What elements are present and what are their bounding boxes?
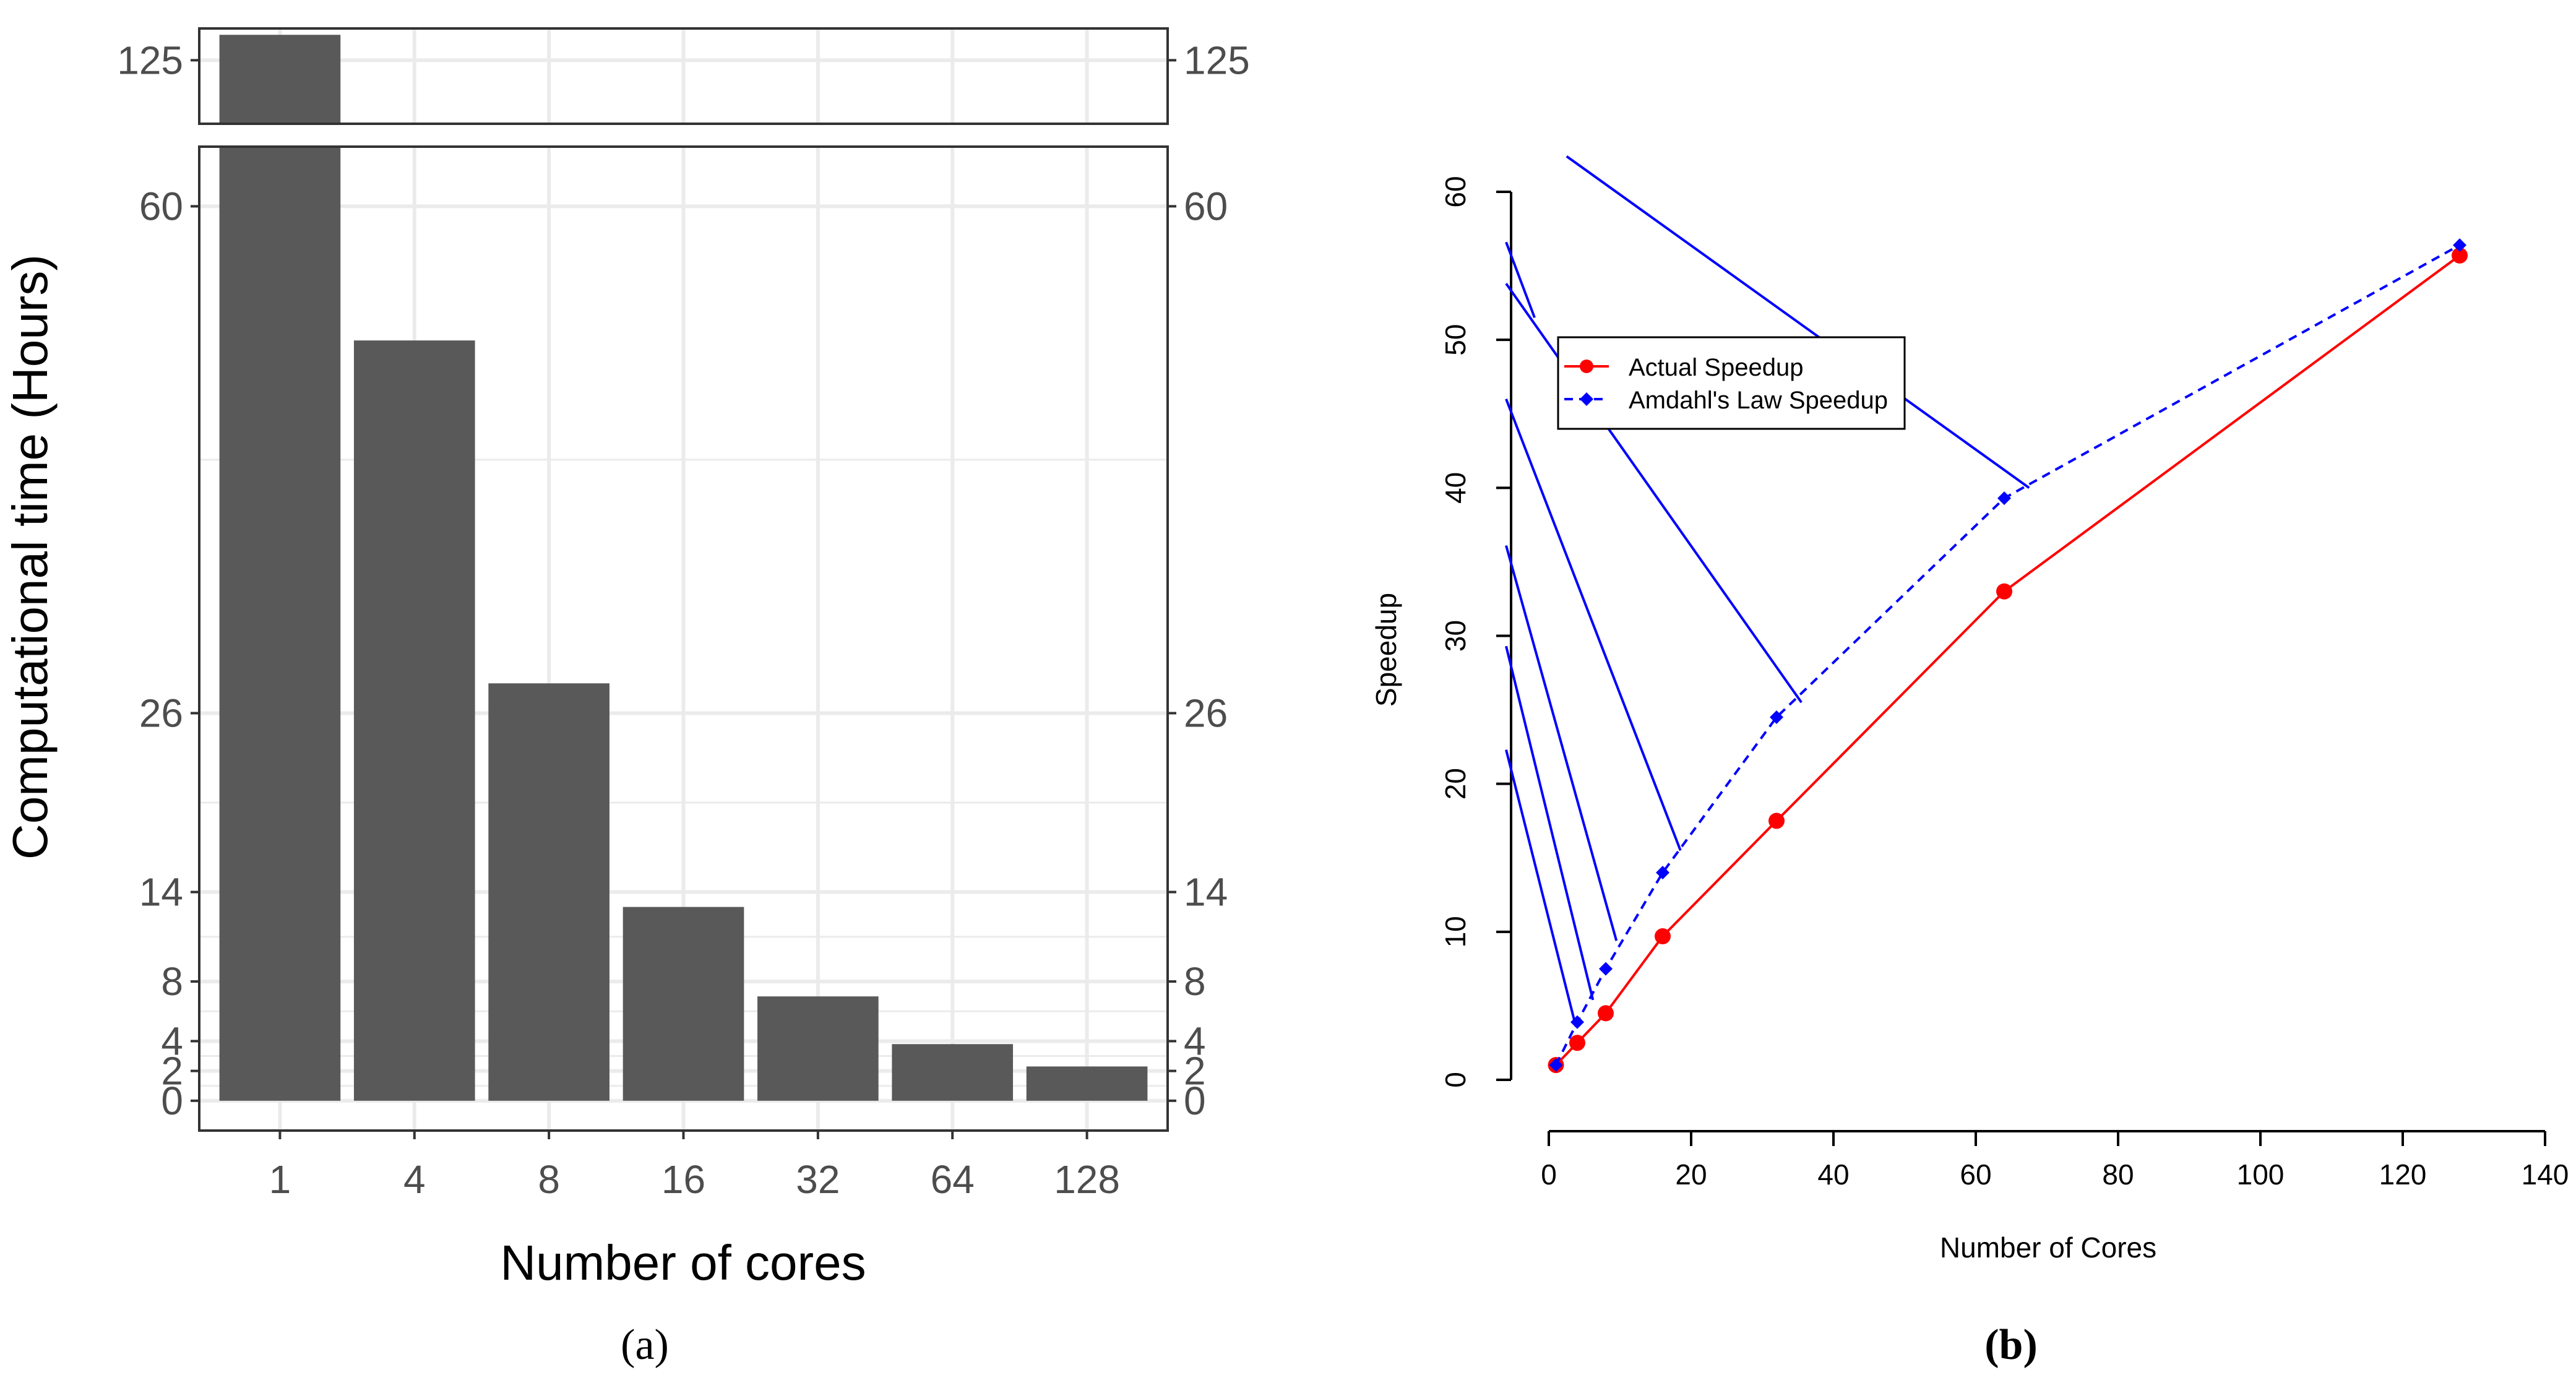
legend-actual-label: Actual Speedup <box>1629 354 1803 381</box>
actual-speedup-point <box>1598 1005 1614 1022</box>
panel-a-bar <box>757 996 879 1101</box>
panel-b-y-axis-label: Speedup <box>1370 593 1402 707</box>
panel-a-x-tick-label: 8 <box>538 1157 560 1202</box>
panel-a-y-tick-label: 8 <box>161 959 183 1004</box>
panel-b-annotation-line <box>1505 749 1577 1027</box>
panel-a-x-axis-label: Number of cores <box>500 1235 866 1290</box>
panel-b-y-tick-label: 20 <box>1439 768 1471 800</box>
actual-speedup-point <box>1768 812 1785 829</box>
actual-speedup-point <box>1569 1035 1585 1051</box>
panel-a-x-tick-label: 128 <box>1054 1157 1120 1202</box>
actual-speedup-point <box>1655 928 1671 945</box>
panel-b-annotation-line <box>1505 399 1682 851</box>
panel-b-y-tick-label: 50 <box>1439 324 1471 356</box>
panel-b-y-tick-label: 0 <box>1439 1072 1471 1088</box>
panel-a-y-tick-label: 125 <box>117 38 183 82</box>
panel-a-bar <box>219 147 341 1101</box>
amdahl-speedup-point <box>1599 962 1613 976</box>
amdahl-speedup-point <box>2453 238 2466 252</box>
legend-amdahl-marker <box>1580 392 1593 406</box>
panel-a-y-tick-label: 0 <box>161 1079 183 1123</box>
panel-a-y-tick-label-right: 26 <box>1184 691 1228 735</box>
panel-b-series <box>1548 238 2468 1074</box>
panel-b-annotation-lines <box>1505 155 2030 1027</box>
amdahl-speedup-point <box>1997 491 2011 506</box>
panel-a-y-tick-label: 2 <box>161 1049 183 1093</box>
panel-b-annotation-line <box>1505 241 1536 318</box>
panel-b-x-tick-label: 80 <box>2102 1158 2134 1191</box>
panel-a-bar <box>488 683 610 1101</box>
panel-b-annotation-line <box>1505 545 1618 941</box>
panel-b-x-tick-label: 20 <box>1675 1158 1707 1191</box>
panel-b-caption-label: (b) <box>1984 1321 2038 1369</box>
panel-a-x-tick-label: 16 <box>661 1157 705 1202</box>
panel-a-y-tick-label: 14 <box>139 870 183 915</box>
panel-a-caption-label: (a) <box>621 1321 669 1369</box>
panel-a-bar <box>622 907 744 1101</box>
panel-a-bar <box>353 340 475 1101</box>
amdahl-speedup-point <box>1549 1058 1563 1072</box>
legend-amdahl-label: Amdahl's Law Speedup <box>1629 387 1888 414</box>
panel-a-y-axis-label: Computational time (Hours) <box>2 254 58 860</box>
panel-a-x-tick-label: 64 <box>931 1157 975 1202</box>
panel-b-x-tick-label: 40 <box>1817 1158 1849 1191</box>
panel-a-x-tick-label: 32 <box>796 1157 840 1202</box>
actual-speedup-point <box>2452 247 2468 264</box>
amdahl-speedup-point <box>1770 710 1783 725</box>
panel-a-y-tick-label: 4 <box>161 1019 183 1063</box>
panel-b-x-tick-label: 0 <box>1541 1158 1557 1191</box>
panel-b-y-tick-label: 10 <box>1439 916 1471 947</box>
panel-b-annotation-line <box>1505 645 1595 1001</box>
panel-a-bars <box>219 35 1148 1101</box>
panel-a-x-tick-label: 4 <box>403 1157 426 1202</box>
panel-a-y-tick-label-right: 60 <box>1184 184 1228 228</box>
panel-a-bar <box>892 1044 1014 1101</box>
panel-b-y-tick-label: 30 <box>1439 620 1471 652</box>
legend-actual-marker <box>1580 360 1593 373</box>
panel-b-x-tick-label: 120 <box>2379 1158 2427 1191</box>
panel-a-x-tick-label: 1 <box>269 1157 291 1202</box>
actual-speedup-point <box>1996 583 2012 600</box>
panel-a-y-tick-label-right: 0 <box>1184 1079 1206 1123</box>
panel-a-y-tick-label: 26 <box>139 691 183 735</box>
panel-b-annotation-line <box>1505 283 1803 704</box>
panel-b-y-tick-label: 40 <box>1439 472 1471 504</box>
panel-a-bar-broken-section <box>219 35 341 124</box>
panel-b-x-tick-label: 100 <box>2237 1158 2285 1191</box>
panel-a-broken-axis-top-frame <box>198 27 1169 125</box>
panel-a-y-tick-label-right: 8 <box>1184 959 1206 1004</box>
panel-b-legend: Actual Speedup Amdahl's Law Speedup <box>1557 336 1906 430</box>
panel-b-x-tick-label: 140 <box>2522 1158 2569 1191</box>
amdahl-speedup-point <box>1656 866 1669 880</box>
panel-b-y-tick-label: 60 <box>1439 176 1471 207</box>
panel-b-annotation-line <box>1566 155 2030 489</box>
amdahl-speedup-point <box>1570 1015 1584 1029</box>
panel-a-bar <box>1026 1066 1148 1101</box>
panel-a-y-tick-label: 60 <box>139 184 183 228</box>
panel-a-y-tick-label-right: 14 <box>1184 870 1228 915</box>
panel-b-x-axis-label: Number of Cores <box>1940 1231 2156 1264</box>
panel-a-y-tick-label-right: 125 <box>1184 38 1250 82</box>
panel-a-y-tick-label-right: 2 <box>1184 1049 1206 1093</box>
panel-b-axis-ticks: 0 20 40 60 80 100 120 140 0 10 20 30 40 50 60 <box>1439 176 2569 1191</box>
panel-a-y-tick-label-right: 4 <box>1184 1019 1206 1063</box>
panel-b-x-tick-label: 60 <box>1960 1158 1991 1191</box>
legend-box <box>1557 336 1906 430</box>
